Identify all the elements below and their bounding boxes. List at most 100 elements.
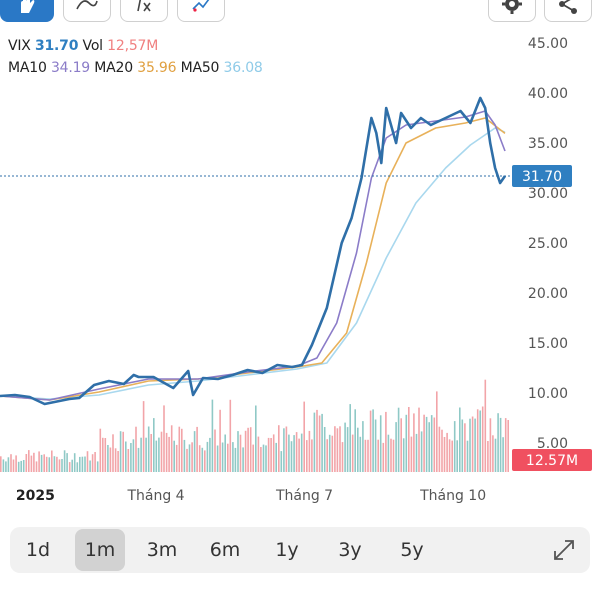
volume-bar [102, 437, 104, 472]
volume-bar [170, 425, 173, 472]
volume-bar [20, 460, 22, 472]
volume-bar [280, 451, 283, 472]
volume-bar [367, 439, 369, 472]
volume-bar [188, 444, 191, 472]
volume-bar [22, 460, 25, 472]
volume-bar [173, 440, 175, 472]
price-chart[interactable]: 45.00 40.00 35.00 30.00 25.00 20.00 15.00 10.00… [0, 0, 600, 520]
volume-bar [492, 435, 494, 472]
price-value: 31.70 [34, 38, 79, 54]
volume-bar [425, 416, 428, 472]
volume-bar [402, 438, 405, 472]
volume-bar [318, 415, 321, 472]
volume-bar [288, 434, 290, 472]
volume-bar [86, 451, 89, 472]
volume-bar [362, 421, 364, 472]
volume-bar [40, 454, 43, 472]
period-3y[interactable]: 3y [338, 539, 362, 561]
volume-bar [71, 459, 73, 472]
volume-bar [379, 415, 382, 472]
volume-bar [181, 428, 183, 472]
volume-bar [119, 431, 122, 472]
volume-bar [5, 461, 7, 472]
period-5y[interactable]: 5y [400, 539, 424, 561]
last-volume-label: 12.57M [526, 453, 578, 469]
volume-bar [354, 409, 356, 472]
volume-bar [300, 433, 303, 472]
volume-bar [193, 431, 196, 472]
last-price-label: 31.70 [522, 169, 562, 185]
volume-bar [464, 423, 466, 472]
settings-button[interactable] [488, 0, 536, 22]
volume-bar [234, 447, 237, 472]
volume-bar [30, 455, 33, 472]
volume-bar [206, 441, 209, 472]
volume-bar [504, 418, 507, 472]
compare-button[interactable] [177, 0, 225, 22]
volume-bar [372, 409, 374, 472]
volume-bar [306, 440, 308, 472]
legend-row-1: VIX 31.70 Vol 12,57M [8, 38, 158, 54]
period-3m[interactable]: 3m [146, 539, 178, 561]
volume-bar [17, 461, 20, 472]
series-line-ma10 [0, 110, 506, 401]
volume-bar [153, 418, 155, 472]
volume-bar [84, 456, 86, 472]
draw-line-button[interactable] [63, 0, 111, 22]
volume-bar [270, 438, 272, 472]
period-1m[interactable]: 1m [75, 529, 125, 571]
volume-bar [224, 434, 226, 472]
volume-bar [249, 427, 252, 472]
volume-bar [328, 434, 331, 472]
volume-bar [48, 457, 51, 472]
last-volume-tag [512, 449, 592, 471]
ma10-label: MA10 [8, 60, 47, 76]
volume-bar [96, 461, 99, 472]
volume-bar [339, 426, 341, 472]
volume-bar [132, 439, 135, 472]
volume-bar [109, 447, 112, 472]
volume-bar [311, 439, 313, 472]
volume-bar [227, 443, 229, 472]
volume-bar [158, 437, 160, 472]
volume-bar [28, 450, 30, 472]
volume-bar [127, 449, 130, 472]
volume-bar [420, 431, 423, 472]
volume-bar [349, 404, 351, 472]
volume-bar [502, 437, 504, 472]
volume-bar [114, 448, 117, 472]
indicator-button[interactable] [120, 0, 168, 22]
volume-bar [35, 461, 38, 472]
volume-bar [272, 434, 275, 472]
volume-bar [112, 434, 114, 472]
share-button[interactable] [544, 0, 592, 22]
volume-bar [484, 379, 487, 472]
volume-bar [219, 409, 221, 472]
volume-bar [397, 407, 400, 472]
expand-icon[interactable] [552, 538, 576, 562]
volume-bar [244, 430, 247, 472]
volume-bar [38, 451, 40, 472]
volume-bar [390, 438, 392, 472]
period-1y[interactable]: 1y [275, 539, 299, 561]
volume-bar [275, 442, 277, 472]
volume-bar [466, 440, 469, 472]
period-6m[interactable]: 6m [209, 539, 241, 561]
volume-bar [142, 401, 145, 472]
volume-bar [336, 428, 339, 472]
volume-bar [58, 459, 61, 472]
function-icon [137, 0, 151, 12]
volume-bar [283, 428, 285, 472]
share-icon [559, 0, 577, 14]
ma10-value: 34.19 [50, 60, 91, 76]
hand-tool-button[interactable] [0, 0, 54, 22]
period-1d[interactable]: 1d [25, 539, 51, 561]
volume-bar [341, 442, 344, 472]
volume-bar [198, 445, 201, 472]
y-tick-label: 10.00 [528, 386, 568, 402]
volume-bar [331, 435, 334, 472]
volume-bar [323, 427, 326, 472]
ma20-label: MA20 [94, 60, 133, 76]
volume-bar [10, 454, 12, 472]
volume-bar [428, 422, 430, 472]
